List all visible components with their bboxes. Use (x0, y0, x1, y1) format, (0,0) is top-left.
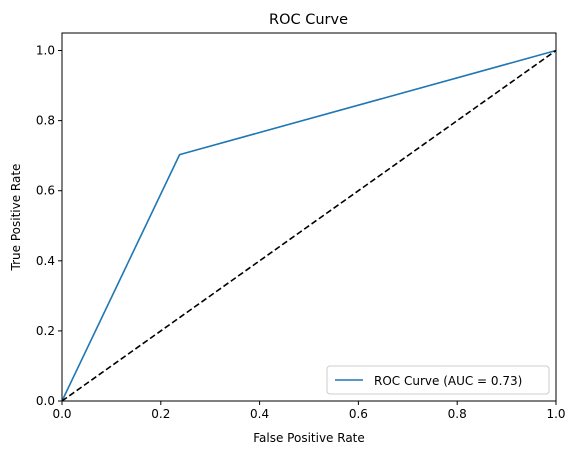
chart-title: ROC Curve (269, 12, 348, 28)
y-tick-label: 0.6 (36, 184, 55, 198)
y-axis-ticks: 0.0 0.2 0.4 0.6 0.8 1.0 (36, 44, 62, 408)
x-tick-label: 0.4 (250, 407, 269, 421)
y-tick-label: 0.2 (36, 324, 55, 338)
y-tick-label: 0.8 (36, 114, 55, 128)
x-tick-label: 1.0 (546, 407, 565, 421)
legend: ROC Curve (AUC = 0.73) (326, 365, 550, 395)
x-tick-label: 0.8 (448, 407, 467, 421)
roc-curve-line (61, 49, 557, 402)
x-axis-label: False Positive Rate (253, 431, 365, 445)
y-tick-label: 1.0 (36, 44, 55, 58)
x-tick-label: 0.0 (52, 407, 71, 421)
legend-box (326, 365, 550, 395)
y-axis-label: True Positive Rate (9, 164, 23, 272)
legend-label-roc-curve: ROC Curve (AUC = 0.73) (374, 374, 522, 388)
plot-area (61, 49, 557, 402)
y-tick-label: 0.0 (36, 394, 55, 408)
x-tick-label: 0.2 (151, 407, 170, 421)
x-axis-ticks: 0.0 0.2 0.4 0.6 0.8 1.0 (52, 401, 566, 421)
chance-diagonal-line (61, 49, 557, 402)
x-tick-label: 0.6 (349, 407, 368, 421)
plot-frame (61, 32, 557, 402)
y-tick-label: 0.4 (36, 254, 55, 268)
